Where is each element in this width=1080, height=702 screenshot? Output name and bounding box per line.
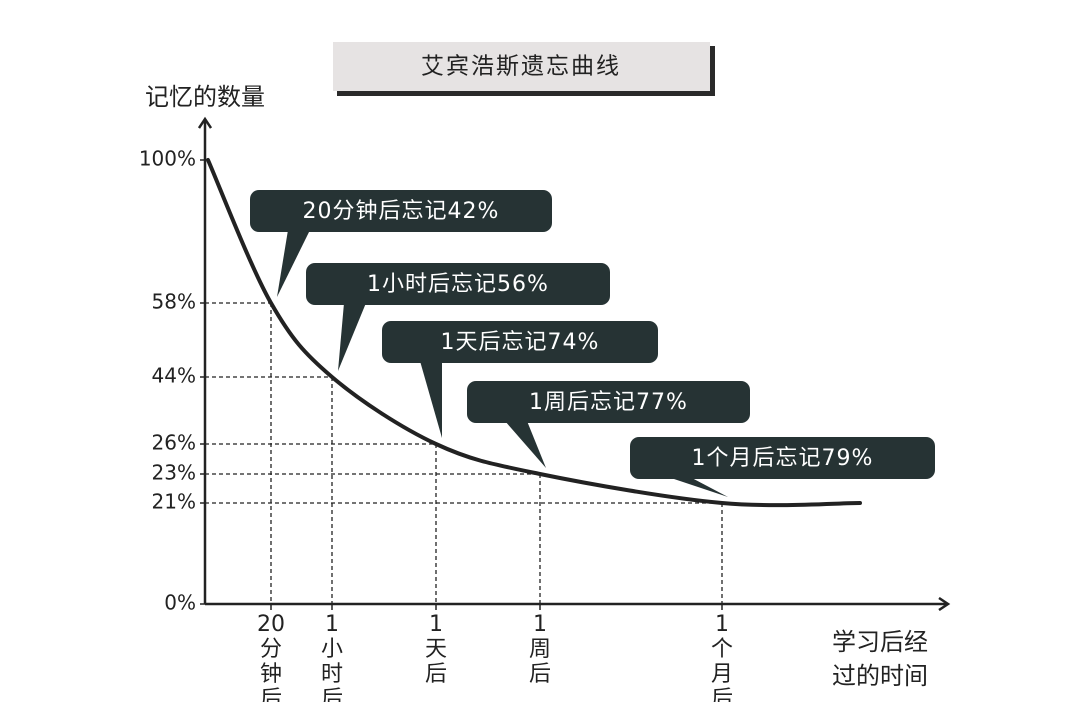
y-axis-label: 记忆的数量 (145, 83, 265, 111)
callout: 1天后忘记74% (382, 321, 658, 438)
x-tick-label: 1个月后 (710, 612, 733, 702)
title-box (333, 42, 710, 91)
callout-text: 1天后忘记74% (441, 330, 600, 355)
callout-pointer (505, 421, 546, 468)
y-tick-label: 21% (152, 490, 196, 514)
y-tick-label: 23% (152, 461, 196, 485)
callout-pointer (420, 361, 442, 438)
callout-box (382, 321, 658, 363)
callout-text: 1小时后忘记56% (367, 272, 549, 297)
y-tick-label: 44% (152, 364, 196, 388)
x-axis-label: 学习后经过的时间 (832, 628, 928, 690)
callout-pointer (338, 303, 366, 371)
y-tick-label: 0% (164, 591, 196, 615)
callout-text: 1个月后忘记79% (692, 446, 874, 471)
y-tick-label: 58% (152, 290, 196, 314)
callout: 1个月后忘记79% (630, 437, 935, 497)
callout-box (467, 381, 750, 423)
curve (206, 158, 862, 508)
callout-text: 20分钟后忘记42% (303, 199, 500, 224)
y-tick-label: 100% (139, 147, 196, 171)
callout-box (630, 437, 935, 479)
callout-pointer (668, 477, 728, 497)
x-tick-label: 1小时后 (320, 612, 343, 702)
callout: 20分钟后忘记42% (250, 190, 552, 297)
callout-pointer (277, 230, 310, 297)
callout-box (306, 263, 610, 305)
x-tick-label: 20分钟后 (257, 612, 285, 702)
callout-box (250, 190, 552, 232)
y-tick-label: 26% (152, 431, 196, 455)
x-tick-label: 1周后 (528, 612, 551, 687)
chart-title: 艾宾浩斯遗忘曲线 (421, 54, 621, 80)
x-tick-label: 1天后 (424, 612, 447, 687)
callout-text: 1周后忘记77% (529, 390, 688, 415)
callout: 1小时后忘记56% (306, 263, 610, 371)
callout: 1周后忘记77% (467, 381, 750, 468)
